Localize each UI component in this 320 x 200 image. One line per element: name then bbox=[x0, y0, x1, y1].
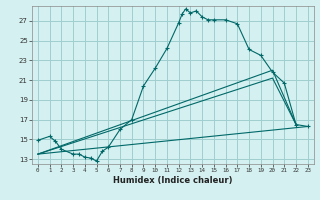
X-axis label: Humidex (Indice chaleur): Humidex (Indice chaleur) bbox=[113, 176, 233, 185]
